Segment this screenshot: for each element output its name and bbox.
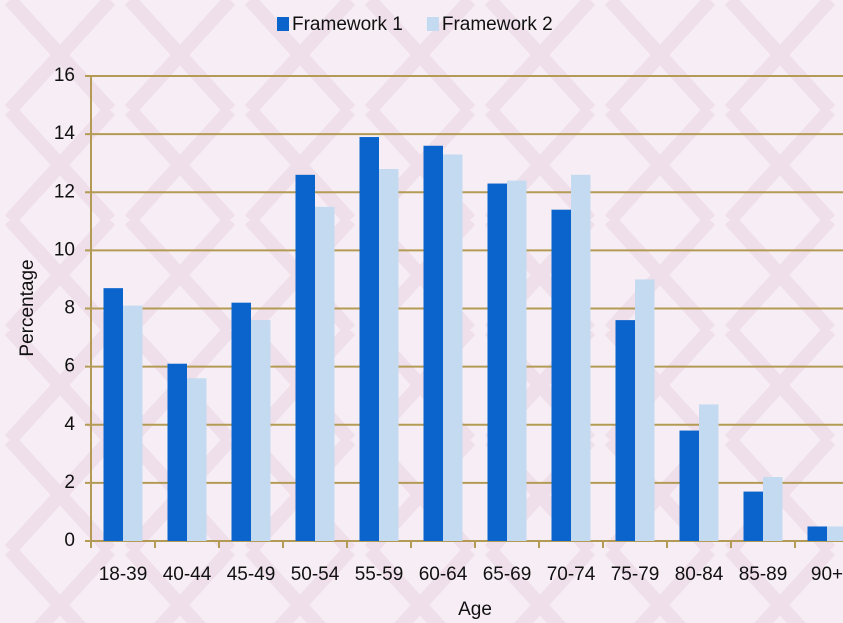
x-tick-label: 18-39 — [99, 564, 148, 585]
x-tick-label: 60-64 — [419, 564, 468, 585]
bar — [231, 302, 251, 541]
legend-swatch — [426, 17, 439, 31]
y-tick-label: 0 — [64, 530, 75, 551]
y-tick-label: 6 — [64, 356, 75, 377]
bar — [487, 183, 507, 541]
x-tick-label: 40-44 — [163, 564, 212, 585]
bar — [827, 526, 843, 541]
x-tick-label: 65-69 — [483, 564, 532, 585]
legend-swatch — [277, 17, 289, 31]
bar — [167, 363, 187, 541]
bar — [571, 174, 591, 541]
bar — [679, 430, 699, 541]
y-tick-label: 16 — [54, 65, 75, 86]
x-tick-label: 70-74 — [547, 564, 596, 585]
legend-label: Framework 1 — [292, 14, 403, 35]
bar — [379, 169, 399, 541]
x-tick-label: 45-49 — [227, 564, 276, 585]
bar — [635, 279, 655, 541]
x-axis-label: Age — [458, 599, 492, 620]
y-tick-label: 10 — [54, 239, 75, 260]
x-tick-label: 50-54 — [291, 564, 340, 585]
bar — [507, 180, 527, 541]
x-tick-label: 90+ — [811, 564, 843, 585]
y-tick-label: 14 — [54, 123, 76, 144]
bar — [295, 174, 315, 541]
x-tick-label: 75-79 — [611, 564, 660, 585]
legend-label: Framework 2 — [442, 14, 553, 35]
bar — [423, 145, 443, 541]
y-tick-label: 2 — [64, 472, 75, 493]
bar — [807, 526, 827, 541]
bar — [123, 305, 143, 541]
y-tick-label: 8 — [64, 298, 75, 319]
bar — [187, 378, 207, 541]
bar — [763, 477, 783, 541]
x-tick-label: 85-89 — [739, 564, 788, 585]
y-tick-label: 4 — [64, 414, 75, 435]
bar — [615, 320, 635, 541]
bar — [359, 137, 379, 541]
y-axis-label: Percentage — [17, 259, 38, 356]
bar — [103, 288, 123, 541]
bar — [443, 154, 463, 541]
bar — [699, 404, 719, 541]
bar — [315, 206, 335, 541]
bar — [251, 320, 271, 541]
x-tick-label: 55-59 — [355, 564, 404, 585]
x-tick-label: 80-84 — [675, 564, 724, 585]
bar — [551, 209, 571, 541]
y-tick-label: 12 — [54, 181, 75, 202]
bar — [743, 491, 763, 541]
